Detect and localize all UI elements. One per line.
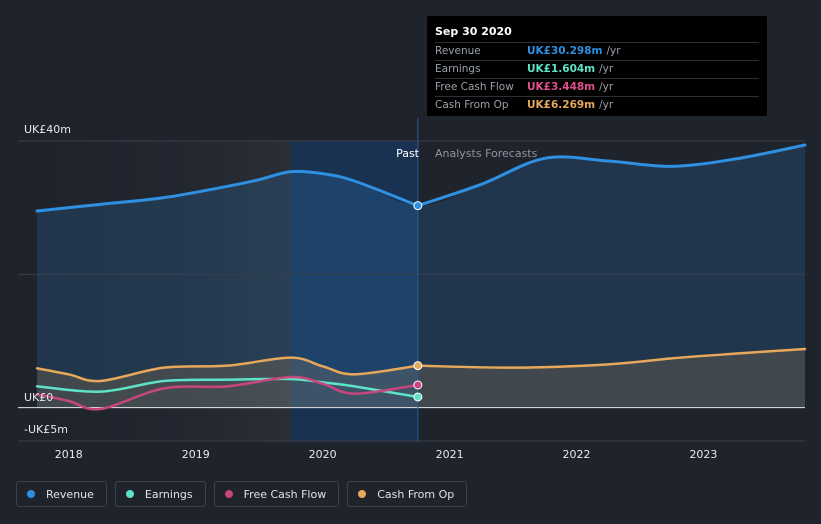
cash-from-op-line-forecast — [416, 347, 807, 369]
tooltip-row-earnings: Earnings UK£1.604m /yr — [435, 60, 759, 78]
x-tick-label: 2021 — [436, 448, 464, 461]
tooltip: Sep 30 2020 Revenue UK£30.298m /yr Earni… — [427, 16, 767, 116]
past-label: Past — [396, 147, 420, 160]
tooltip-value: UK£1.604m — [527, 63, 596, 75]
tooltip-label: Earnings — [435, 63, 481, 75]
x-tick-label: 2019 — [182, 448, 210, 461]
x-tick-label: 2020 — [309, 448, 337, 461]
legend-label: Free Cash Flow — [243, 487, 327, 501]
highlight-region — [290, 141, 418, 441]
legend-item-earnings[interactable]: Earnings — [114, 481, 206, 507]
tooltip-label: Revenue — [435, 45, 481, 57]
tooltip-unit: /yr — [599, 81, 614, 93]
tooltip-unit: /yr — [599, 63, 614, 75]
legend: Revenue Earnings Free Cash Flow Cash Fro… — [16, 481, 468, 509]
tooltip-unit: /yr — [599, 99, 614, 111]
earnings-line-past — [35, 377, 420, 399]
revenue-line-forecast — [416, 143, 807, 208]
forecast-label: Analysts Forecasts — [435, 147, 538, 160]
x-tick-label: 2018 — [55, 448, 83, 461]
chart-area: UK£40m UK£0 -UK£5m Past Analysts Forecas… — [18, 118, 807, 461]
tooltip-row-revenue: Revenue UK£30.298m /yr — [435, 42, 759, 60]
legend-item-revenue[interactable]: Revenue — [16, 481, 107, 507]
cash-from-op-line-past — [35, 356, 420, 383]
cash-from-op-marker — [413, 361, 423, 371]
revenue-area — [37, 145, 805, 408]
legend-item-free-cash-flow[interactable]: Free Cash Flow — [213, 481, 340, 507]
cash-from-op-area — [37, 349, 805, 408]
tooltip-label: Free Cash Flow — [435, 81, 514, 93]
x-tick-label: 2023 — [689, 448, 717, 461]
legend-item-cash-from-op[interactable]: Cash From Op — [347, 481, 468, 507]
revenue-line-past — [35, 169, 420, 213]
y-axis-zero-label: UK£0 — [24, 391, 53, 404]
tooltip-value: UK£3.448m — [527, 81, 596, 93]
y-axis-bottom-label: -UK£5m — [24, 423, 68, 436]
tooltip-date: Sep 30 2020 — [435, 25, 512, 38]
revenue-marker — [413, 201, 423, 211]
legend-dot-icon — [358, 490, 367, 498]
legend-label: Revenue — [46, 487, 94, 501]
tooltip-row-cash-from-op: Cash From Op UK£6.269m /yr — [435, 96, 759, 114]
legend-label: Earnings — [144, 487, 193, 501]
tooltip-row-free-cash-flow: Free Cash Flow UK£3.448m /yr — [435, 78, 759, 96]
tooltip-value: UK£30.298m — [527, 45, 603, 57]
tooltip-value: UK£6.269m — [527, 99, 596, 111]
legend-dot-icon — [27, 490, 35, 498]
tooltip-unit: /yr — [606, 45, 621, 57]
tooltip-label: Cash From Op — [435, 99, 509, 111]
free-cash-flow-marker — [413, 380, 423, 390]
y-axis-top-label: UK£40m — [24, 123, 71, 136]
free-cash-flow-line-past — [35, 375, 420, 411]
x-tick-label: 2022 — [563, 448, 591, 461]
earnings-marker — [413, 392, 423, 402]
legend-dot-icon — [224, 490, 233, 498]
legend-label: Cash From Op — [377, 487, 455, 501]
legend-dot-icon — [125, 490, 134, 498]
